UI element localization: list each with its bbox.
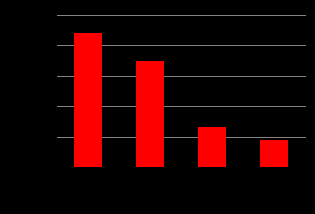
Bar — [198, 127, 226, 167]
Bar — [136, 61, 164, 167]
Bar — [261, 140, 289, 167]
Bar — [74, 33, 102, 167]
